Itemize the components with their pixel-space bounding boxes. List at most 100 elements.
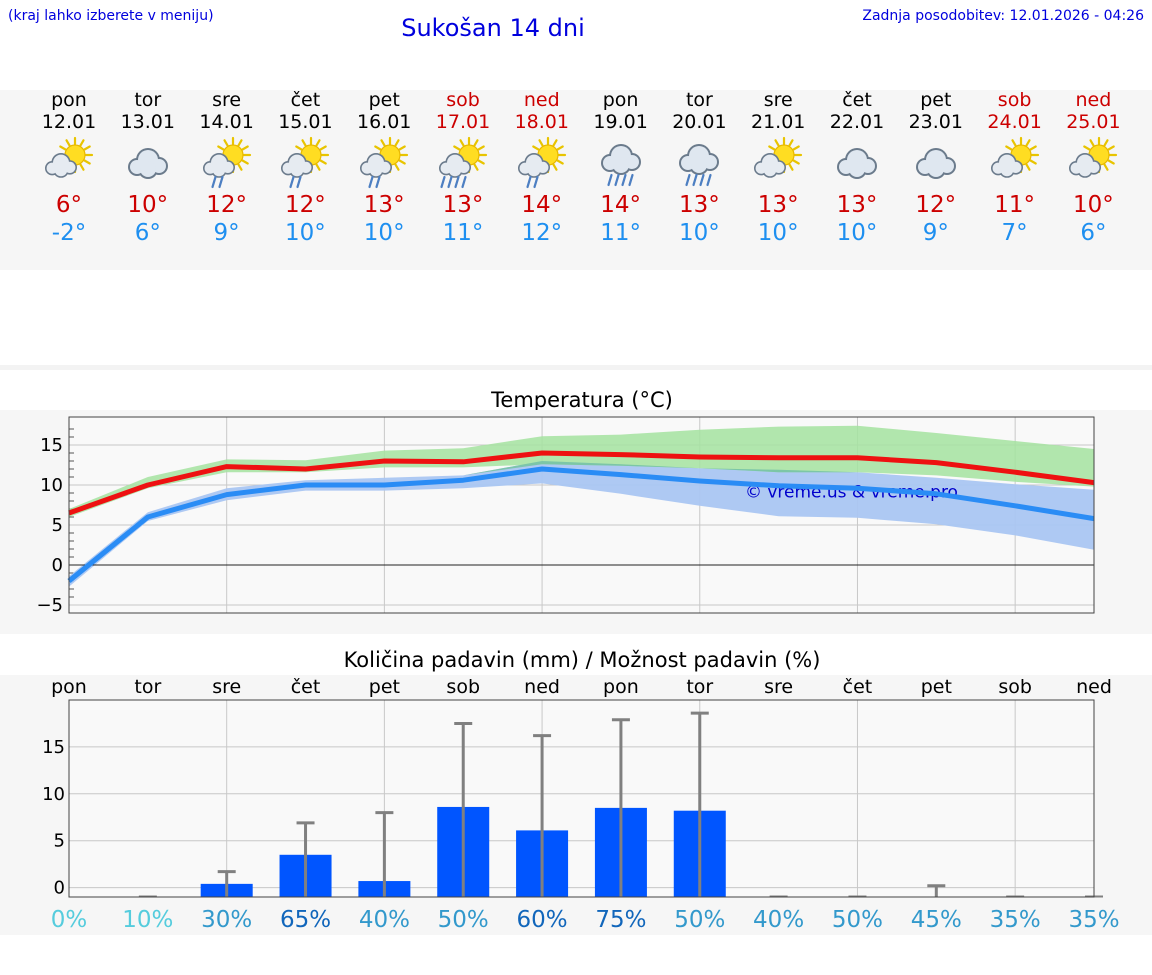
- min-temperature: 10°: [836, 220, 878, 246]
- rain-drops: [526, 175, 539, 189]
- day-column: ned 25.01 10° 6°: [1053, 89, 1133, 247]
- cloud-shape: [990, 153, 1023, 178]
- rain-drops: [685, 173, 712, 187]
- precipitation-chart: 0 5 10 15 pon tor sre čet pet sob ned pon tor sre čet p…: [42, 676, 1119, 933]
- cloud-shape: [679, 144, 720, 175]
- rain-drops: [289, 175, 302, 189]
- day-column: tor 20.01 13° 10°: [659, 89, 739, 247]
- day-date: 21.01: [750, 111, 806, 133]
- precip-probability: 35%: [990, 907, 1041, 933]
- precip-probability: 35%: [1068, 907, 1119, 933]
- max-temperature: 10°: [1073, 192, 1114, 218]
- day-date: 18.01: [514, 111, 569, 133]
- day-name: sre: [212, 89, 242, 111]
- precip-probability: 40%: [359, 907, 410, 933]
- precip-probability: 50%: [832, 907, 883, 933]
- min-temperature: 11°: [600, 220, 641, 246]
- cloud-shape: [915, 148, 956, 179]
- max-temperature: 14°: [521, 192, 563, 218]
- min-temperature: 10°: [363, 220, 405, 246]
- precipitation-chart-title: Količina padavin (mm) / Možnost padavin …: [343, 648, 821, 672]
- day-name: tor: [685, 89, 713, 111]
- max-temperature: 12°: [285, 192, 326, 218]
- precipitation-chart-panel: 0 5 10 15 pon tor sre čet pet sob ned pon tor sre čet p…: [0, 675, 1152, 935]
- min-temperature: 10°: [757, 220, 799, 246]
- cloud-shape: [439, 153, 471, 178]
- day-name: sre: [763, 89, 793, 111]
- min-temperature-line: [67, 466, 1095, 583]
- y-tick-label: −5: [36, 595, 63, 616]
- precip-probability: 65%: [280, 907, 331, 933]
- plot-frame: [68, 416, 1095, 614]
- cloud-shape: [517, 153, 550, 178]
- day-name: pon: [51, 89, 87, 111]
- max-temperature: 13°: [679, 192, 720, 218]
- day-date: 17.01: [435, 111, 491, 133]
- max-temperature-line: [68, 450, 1095, 516]
- day-date: 19.01: [593, 111, 648, 133]
- location-hint: (kraj lahko izberete v meniju): [8, 8, 214, 24]
- min-temperature: -2°: [51, 220, 87, 246]
- cloud-shape: [281, 153, 314, 178]
- weekday-tick-label: tor: [134, 676, 161, 698]
- precip-probability: 50%: [438, 907, 489, 933]
- day-date: 24.01: [987, 111, 1042, 133]
- day-column: čet 15.01 12° 10°: [265, 89, 345, 247]
- day-column: sob 17.01 13° 11°: [423, 89, 503, 247]
- weekday-tick-label: čet: [291, 676, 321, 698]
- cloud-shape: [837, 148, 877, 179]
- min-temperature: 6°: [134, 220, 161, 246]
- y-tick-label: 15: [42, 737, 65, 758]
- day-name: sob: [446, 89, 480, 111]
- plot-area: [69, 700, 1094, 897]
- cloud-shape: [45, 153, 77, 178]
- min-temperature: 10°: [285, 220, 326, 246]
- day-column: čet 22.01 13° 10°: [817, 89, 897, 247]
- day-date: 23.01: [908, 111, 963, 133]
- rain-drops: [368, 175, 381, 189]
- max-temperature: 13°: [363, 192, 405, 218]
- precip-probability: 10%: [122, 907, 173, 933]
- cloud-icon: [915, 148, 956, 179]
- day-name: sob: [997, 89, 1032, 111]
- cloud-rain-icon: [679, 144, 720, 187]
- day-column: sre 21.01 13° 10°: [738, 89, 818, 247]
- y-tick-label: 0: [54, 878, 65, 899]
- plot-frame: [68, 699, 1095, 898]
- sun-cloud-icon: [754, 136, 803, 178]
- y-tick-label: 0: [52, 555, 63, 576]
- y-tick-label: 10: [40, 475, 63, 496]
- sun-cloud-rain-icon: [439, 136, 488, 189]
- day-date: 15.01: [278, 111, 333, 133]
- precip-probability: 45%: [911, 907, 962, 933]
- day-column: sre 14.01 12° 9°: [187, 89, 267, 247]
- cloud-icon: [127, 148, 168, 179]
- day-date: 22.01: [829, 111, 885, 133]
- day-name: ned: [523, 89, 560, 111]
- day-date: 20.01: [672, 111, 727, 133]
- sun-cloud-icon: [45, 136, 94, 178]
- day-column: pet 23.01 12° 9°: [896, 89, 976, 247]
- sun-cloud-light-rain-icon: [281, 136, 330, 189]
- cloud-icon: [837, 148, 877, 179]
- max-temperature: 11°: [994, 192, 1035, 218]
- y-tick-label: 15: [40, 435, 63, 456]
- weekday-tick-label: čet: [843, 676, 873, 698]
- day-date: 12.01: [41, 111, 97, 133]
- min-temperature: 9°: [213, 220, 240, 246]
- precip-probability: 75%: [595, 907, 646, 933]
- sun-light-rain-icon: [202, 136, 251, 189]
- rain-drops: [606, 173, 634, 187]
- daily-forecast-strip: pon 12.01 6° -2° tor 13.01 10° 6° sre 14.01 12° 9° č…: [0, 89, 1152, 270]
- cloud-shape: [754, 153, 787, 178]
- sun-cloud-icon: [1069, 136, 1118, 178]
- temperature-chart-title: Temperatura (°C): [491, 388, 673, 412]
- sun-cloud-icon: [990, 136, 1039, 178]
- day-date: 16.01: [356, 111, 412, 133]
- weekday-tick-label: ned: [524, 676, 560, 698]
- max-temperature: 13°: [836, 192, 878, 218]
- day-name: ned: [1075, 89, 1112, 111]
- day-date: 14.01: [199, 111, 254, 133]
- precip-probability: 60%: [517, 907, 568, 933]
